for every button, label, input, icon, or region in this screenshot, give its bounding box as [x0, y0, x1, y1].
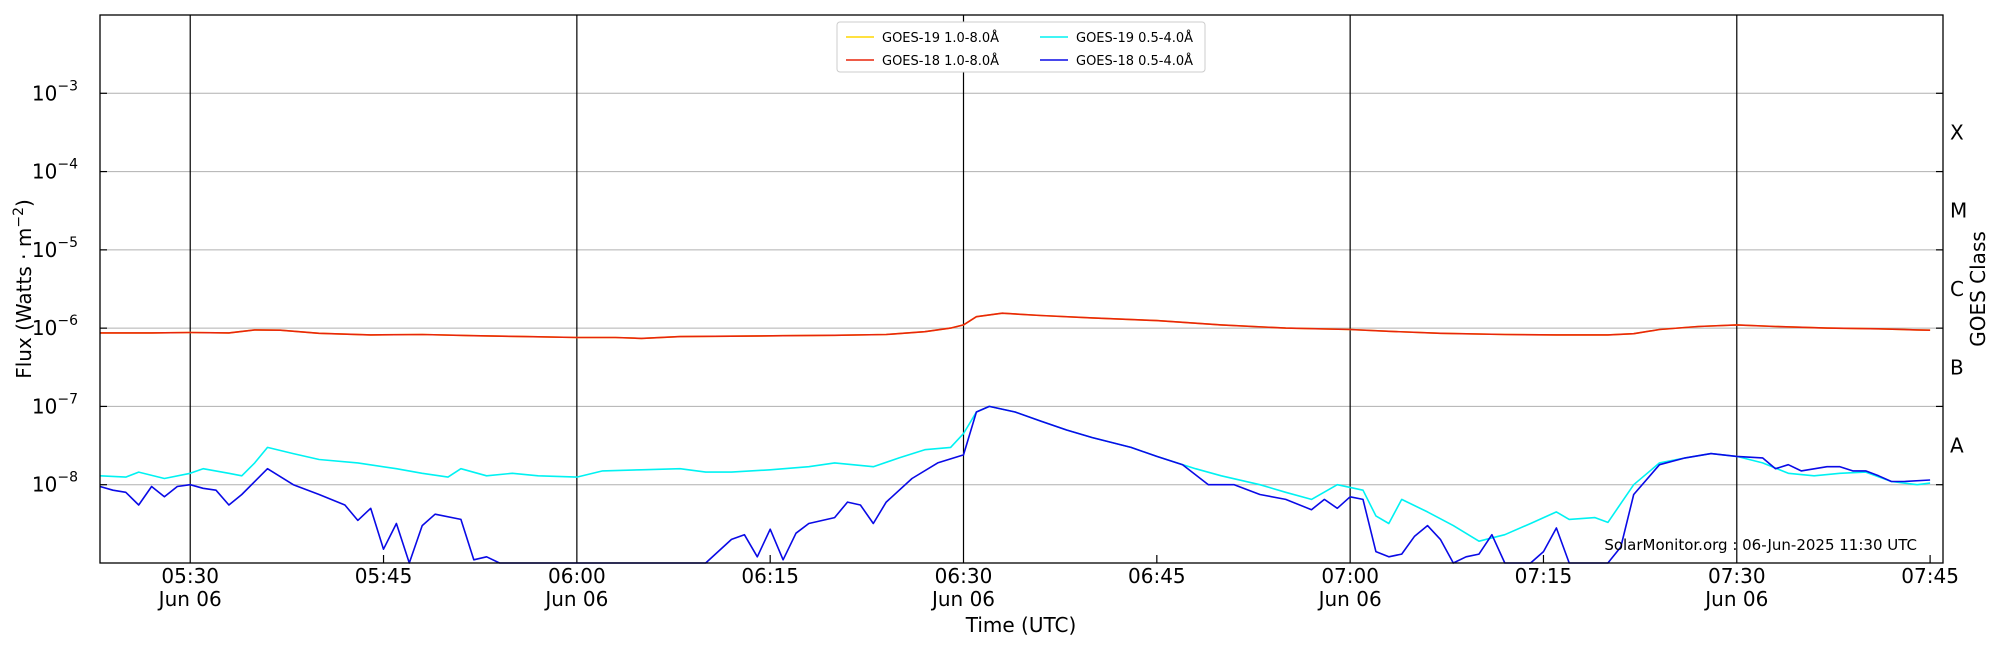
y-tick-label: 10−4	[32, 157, 78, 184]
goes-class-label: C	[1950, 277, 1964, 301]
series-line	[99, 405, 1931, 564]
legend-label: GOES-19 1.0-8.0Å	[882, 30, 999, 46]
x-tick-label: 07:30	[1708, 564, 1766, 588]
x-tick-label: 06:30	[935, 564, 993, 588]
x-tick-label: 07:45	[1901, 564, 1959, 588]
legend-box	[836, 21, 1206, 73]
series-line	[100, 312, 1931, 340]
y-tick-label: 10−7	[32, 391, 78, 418]
legend-label: GOES-18 1.0-8.0Å	[882, 53, 999, 69]
plot-frame	[99, 14, 1944, 564]
y-tick-label: 10−5	[32, 235, 78, 262]
x-tick-date-label: Jun 06	[1703, 587, 1768, 611]
x-tick-label: 05:45	[355, 564, 413, 588]
x-tick-date-label: Jun 06	[543, 587, 608, 611]
goes-class-labels: A B C M X	[1950, 120, 1967, 457]
goes-class-label: B	[1950, 355, 1964, 379]
legend: GOES-19 1.0-8.0Å GOES-18 1.0-8.0Å GOES-19 …	[836, 21, 1206, 73]
grid-lines	[100, 92, 1943, 486]
x-tick-label: 06:00	[548, 564, 606, 588]
x-tick-label: 06:45	[1128, 564, 1186, 588]
y-tick-label: 10−6	[32, 313, 78, 340]
legend-label: GOES-18 0.5-4.0Å	[1076, 53, 1193, 69]
x-tick-date-label: Jun 06	[1317, 587, 1382, 611]
series-lines	[99, 312, 1931, 564]
y-axis-ticks: 10−8 10−7 10−6 10−5 10−4 10−3	[32, 78, 1943, 497]
x-tick-label: 05:30	[161, 564, 219, 588]
x-tick-date-label: Jun 06	[930, 587, 995, 611]
x-axis-label: Time (UTC)	[965, 613, 1077, 637]
legend-label: GOES-19 0.5-4.0Å	[1076, 30, 1193, 46]
date-marker-lines	[189, 15, 1738, 563]
goes-class-axis-label: GOES Class	[1966, 231, 1990, 347]
source-annotation: SolarMonitor.org : 06-Jun-2025 11:30 UTC	[1604, 536, 1917, 554]
x-tick-label: 07:00	[1321, 564, 1379, 588]
y-tick-label: 10−8	[32, 470, 78, 497]
goes-class-label: M	[1950, 199, 1967, 223]
goes-class-label: X	[1950, 120, 1964, 144]
x-tick-label: 06:15	[741, 564, 799, 588]
x-tick-date-label: Jun 06	[157, 587, 222, 611]
goes-class-label: A	[1950, 434, 1964, 458]
y-axis-label: Flux (Watts · m−2)	[11, 199, 36, 379]
y-tick-label: 10−3	[32, 78, 78, 105]
x-tick-label: 07:15	[1515, 564, 1573, 588]
